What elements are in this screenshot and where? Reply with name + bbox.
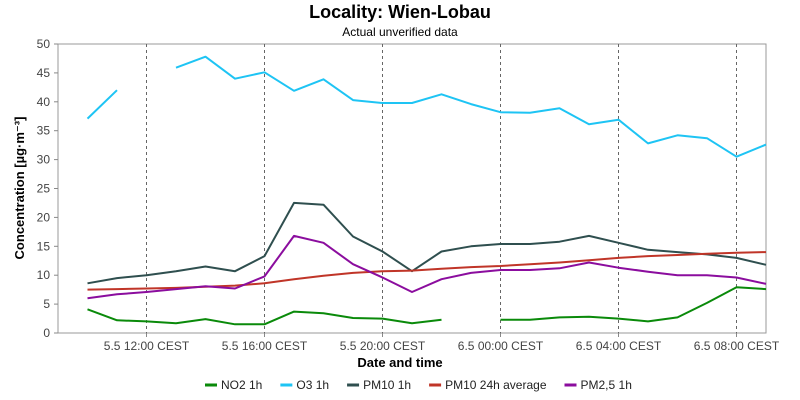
x-tick-label: 6.5 04:00 CEST <box>576 339 662 353</box>
x-tick-label: 6.5 08:00 CEST <box>694 339 780 353</box>
y-tick-label: 50 <box>37 37 51 51</box>
x-tick-label: 5.5 20:00 CEST <box>340 339 426 353</box>
legend-label: O3 1h <box>296 378 329 392</box>
y-axis-label: Concentration [µg·m⁻³] <box>12 117 27 260</box>
y-tick-label: 10 <box>37 268 51 282</box>
legend-label: NO2 1h <box>221 378 262 392</box>
x-tick-label: 5.5 12:00 CEST <box>104 339 190 353</box>
legend: NO2 1h O3 1h PM10 1h PM10 24h average PM2,5 … <box>205 378 632 392</box>
series-line-pm2-5-1h <box>87 234 767 300</box>
y-tick-label: 35 <box>37 124 51 138</box>
grid-lines <box>146 44 737 333</box>
y-tick-label: 20 <box>37 210 51 224</box>
series-lines <box>86 55 767 326</box>
plot-frame <box>57 43 767 334</box>
x-tick-label: 5.5 16:00 CEST <box>222 339 308 353</box>
chart-title: Locality: Wien-Lobau <box>309 2 491 22</box>
series-line-no2-1h <box>87 286 767 326</box>
x-tick-label: 6.5 00:00 CEST <box>458 339 544 353</box>
y-tick-label: 30 <box>37 153 51 167</box>
legend-label: PM2,5 1h <box>581 378 632 392</box>
y-tick-label: 15 <box>37 239 51 253</box>
legend-label: PM10 24h average <box>445 378 547 392</box>
chart-subtitle: Actual unverified data <box>342 25 458 39</box>
y-tick-label: 40 <box>37 95 51 109</box>
y-tick-label: 45 <box>37 66 51 80</box>
y-tick-label: 0 <box>43 326 50 340</box>
series-line-o3-1h <box>86 55 767 158</box>
y-axis-ticks: 0 5 10 15 20 25 30 35 40 45 50 <box>37 37 58 340</box>
x-axis-label: Date and time <box>357 355 442 370</box>
series-line-pm10-1h <box>87 201 767 285</box>
y-tick-label: 5 <box>43 297 50 311</box>
x-axis-ticks: 5.5 12:00 CEST 5.5 16:00 CEST 5.5 20:00 CE… <box>104 333 780 353</box>
y-tick-label: 25 <box>37 182 51 196</box>
legend-label: PM10 1h <box>363 378 411 392</box>
